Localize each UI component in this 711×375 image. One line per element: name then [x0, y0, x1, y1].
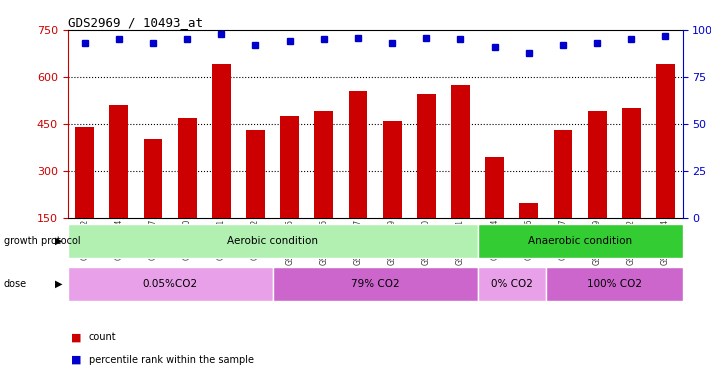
Bar — [485, 157, 504, 218]
Bar — [178, 117, 196, 218]
Bar — [68, 224, 478, 258]
Bar — [75, 127, 94, 218]
Bar — [272, 267, 478, 301]
Bar — [520, 203, 538, 217]
Bar — [478, 267, 546, 301]
Text: 0% CO2: 0% CO2 — [491, 279, 533, 289]
Bar — [144, 140, 162, 218]
Bar — [622, 108, 641, 218]
Text: Anaerobic condition: Anaerobic condition — [528, 236, 632, 246]
Bar — [68, 267, 272, 301]
Bar — [417, 94, 436, 218]
Bar — [246, 130, 265, 218]
Bar — [212, 64, 230, 218]
Bar — [109, 105, 128, 218]
Text: 0.05%CO2: 0.05%CO2 — [142, 279, 198, 289]
Text: percentile rank within the sample: percentile rank within the sample — [89, 355, 254, 365]
Bar — [348, 91, 368, 218]
Text: 100% CO2: 100% CO2 — [587, 279, 642, 289]
Text: growth protocol: growth protocol — [4, 236, 80, 246]
Text: Aerobic condition: Aerobic condition — [227, 236, 318, 246]
Bar — [383, 121, 402, 218]
Bar — [280, 116, 299, 218]
Bar — [588, 111, 606, 218]
Bar — [656, 64, 675, 218]
Text: 79% CO2: 79% CO2 — [351, 279, 400, 289]
Text: ▶: ▶ — [55, 236, 63, 246]
Text: dose: dose — [4, 279, 27, 289]
Text: ■: ■ — [71, 355, 82, 365]
Bar — [554, 130, 572, 218]
Bar — [314, 111, 333, 218]
Text: ▶: ▶ — [55, 279, 63, 289]
Text: count: count — [89, 333, 117, 342]
Bar — [546, 267, 683, 301]
Text: ■: ■ — [71, 333, 82, 342]
Text: GDS2969 / 10493_at: GDS2969 / 10493_at — [68, 16, 203, 29]
Bar — [478, 224, 683, 258]
Bar — [451, 85, 470, 218]
